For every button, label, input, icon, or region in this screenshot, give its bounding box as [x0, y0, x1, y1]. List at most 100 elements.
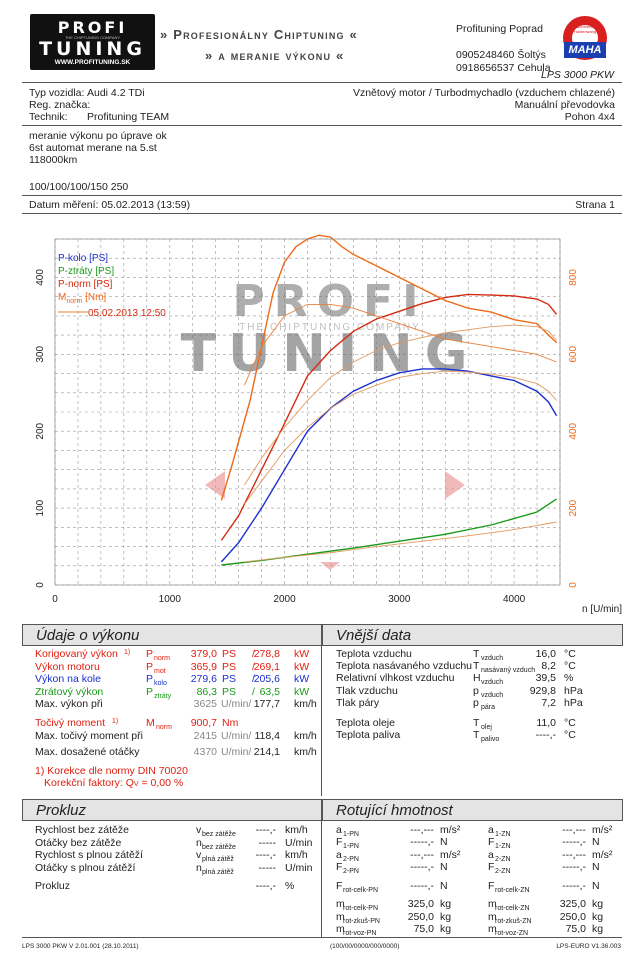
- series-line-1: [220, 368, 558, 563]
- maha-ring-text: Maschinenbau Haldenwang: [571, 24, 599, 34]
- performance-value-ps: 379,0: [190, 648, 217, 660]
- note-line2: 6st automat merane na 5.st: [29, 142, 157, 154]
- banner-line1: » Profesionálny Chiptuning «: [160, 27, 358, 42]
- mass-value: ---,---: [410, 824, 434, 836]
- mass-value: -----,-: [562, 880, 586, 892]
- prokluz-value: -----: [258, 861, 276, 874]
- mass-symbol: a: [336, 824, 342, 836]
- prokluz-row-label: Otáčky s plnou zátěží: [35, 861, 136, 874]
- mass-symbol-sub: 1-ZN: [495, 843, 511, 850]
- external-symbol: T: [473, 717, 480, 729]
- performance-header: Údaje o výkonu: [22, 624, 322, 646]
- maxtorque-unit: U/min/: [221, 730, 252, 742]
- correction-note: 1) Korekce dle normy DIN 70020: [35, 765, 188, 777]
- correction-factor-sub: V: [133, 781, 139, 788]
- performance-symbol: P: [146, 685, 154, 698]
- mass-value: 250,0: [559, 911, 586, 923]
- series-line-2: [221, 498, 557, 566]
- prokluz-row-label: Otáčky bez zátěže: [35, 836, 122, 849]
- prokluz-value: ----,-: [255, 824, 276, 836]
- y-left-tick-label: 100: [35, 499, 46, 516]
- mass-unit: N: [592, 836, 600, 848]
- performance-unit-ps: PS: [222, 648, 237, 660]
- performance-label: Výkon na kole: [35, 673, 101, 685]
- legend-reference-date: 05.02.2013 12:50: [88, 308, 166, 319]
- external-value: 7,2: [541, 697, 556, 709]
- gearbox: Manuální převodovka: [514, 99, 615, 111]
- mass-value: 325,0: [559, 898, 586, 910]
- type-value: Audi 4.2 TDi: [87, 87, 145, 99]
- chart-axes: 0 1000 2000 3000 400001002003004000200400600…: [35, 238, 622, 614]
- y-left-tick-label: 200: [35, 422, 46, 439]
- maxrpm-rpm: 4370: [193, 746, 217, 758]
- maxtorque-speed: 118,4: [254, 730, 281, 742]
- maxrpm-label: Max. dosažené otáčky: [35, 746, 140, 758]
- watermark-top: PROFI: [233, 276, 428, 327]
- torque-unit: Nm: [222, 717, 239, 729]
- note-line3: 118000km: [29, 154, 78, 166]
- mass-unit: kg: [592, 923, 604, 935]
- performance-symbol: P: [146, 660, 154, 673]
- mass-value: 75,0: [565, 923, 586, 935]
- x-tick-label: 3000: [388, 594, 411, 605]
- mass-symbol: F: [488, 861, 495, 873]
- correction-factor-value: = 0,00 %: [141, 777, 184, 789]
- external-symbol-sub: vzduch: [481, 679, 504, 686]
- external-value: 929,8: [529, 685, 556, 697]
- maxrpm-unit: U/min/: [221, 746, 252, 758]
- external-label: Teplota nasávaného vzduchu: [336, 660, 473, 672]
- prokluz-row-label: Rychlost s plnou zátěží: [35, 849, 143, 861]
- phone-2: 0918656537 Cehula: [456, 62, 551, 74]
- mass-value: -----,-: [410, 861, 434, 873]
- type-label: Typ vozidla:: [29, 87, 85, 99]
- mass-symbol: F: [336, 836, 343, 848]
- footer-right: LPS-EURO V1.36.003: [556, 943, 621, 950]
- phone-1: 0905248460 Šoltýs: [456, 49, 546, 61]
- note-line1: meranie výkonu po úprave ok: [29, 130, 167, 142]
- power-chart: PROFI THE CHIPTUNING COMPANY TUNING 0 100…: [35, 234, 622, 614]
- mass-unit: kg: [440, 911, 452, 923]
- external-symbol-sub: vzduch: [481, 655, 504, 662]
- torque-symbol: M: [146, 717, 155, 729]
- performance-value-kw: 269,1: [253, 660, 280, 673]
- mass-symbol: m: [488, 898, 497, 910]
- mass-unit: kg: [592, 898, 604, 910]
- x-axis-label: n [U/min]: [582, 604, 622, 614]
- series-line-4: [244, 324, 557, 486]
- mass-unit: m/s²: [592, 824, 613, 836]
- divider: [22, 125, 622, 126]
- torque-note: 1): [112, 718, 119, 725]
- banner-line2: » a meranie výkonu «: [205, 48, 345, 63]
- chart-legend: P-kolo [PS] P-ztráty [PS] P-norm [PS] Mnorm…: [58, 253, 166, 319]
- performance-symbol-sub: kolo: [154, 680, 167, 687]
- prokluz-value: ----,-: [255, 849, 276, 861]
- y-right-tick-label: 400: [568, 422, 579, 439]
- series-line-7: [243, 303, 557, 386]
- divider: [22, 213, 622, 214]
- external-value: 8,2: [541, 660, 556, 672]
- correction-factor: Korekční faktory: QV = 0,00 %: [44, 777, 183, 791]
- external-symbol: p: [473, 697, 479, 709]
- performance-symbol-sub: ztráty: [154, 692, 172, 700]
- external-value: 11,0: [536, 717, 556, 729]
- mass-symbol: F: [336, 861, 343, 873]
- mass-symbol: F: [488, 836, 495, 848]
- mass-symbol-sub: 2-PN: [343, 868, 359, 875]
- performance-value-ps: 279,6: [190, 673, 217, 685]
- mass-symbol-sub: rot-celk-PN: [343, 905, 379, 912]
- maha-text: MAHA: [568, 44, 602, 56]
- mass-symbol: a: [336, 849, 342, 861]
- chart-grid: [54, 238, 561, 586]
- mass-symbol: F: [336, 880, 343, 892]
- external-label: Tlak vzduchu: [336, 685, 398, 697]
- performance-symbol: P: [146, 648, 154, 660]
- mass-unit: kg: [440, 898, 452, 910]
- chart-series: [220, 234, 558, 566]
- prokluz-header: Prokluz: [22, 799, 322, 821]
- legend-entry: P-ztráty [PS]: [58, 266, 114, 277]
- external-symbol: T: [473, 660, 480, 672]
- prokluz-unit: km/h: [285, 824, 308, 836]
- mass-value: ---,---: [562, 824, 586, 836]
- prokluz-symbol-sub: plná zátěž: [202, 856, 234, 863]
- watermark-sub: THE CHIPTUNING COMPANY: [239, 322, 421, 333]
